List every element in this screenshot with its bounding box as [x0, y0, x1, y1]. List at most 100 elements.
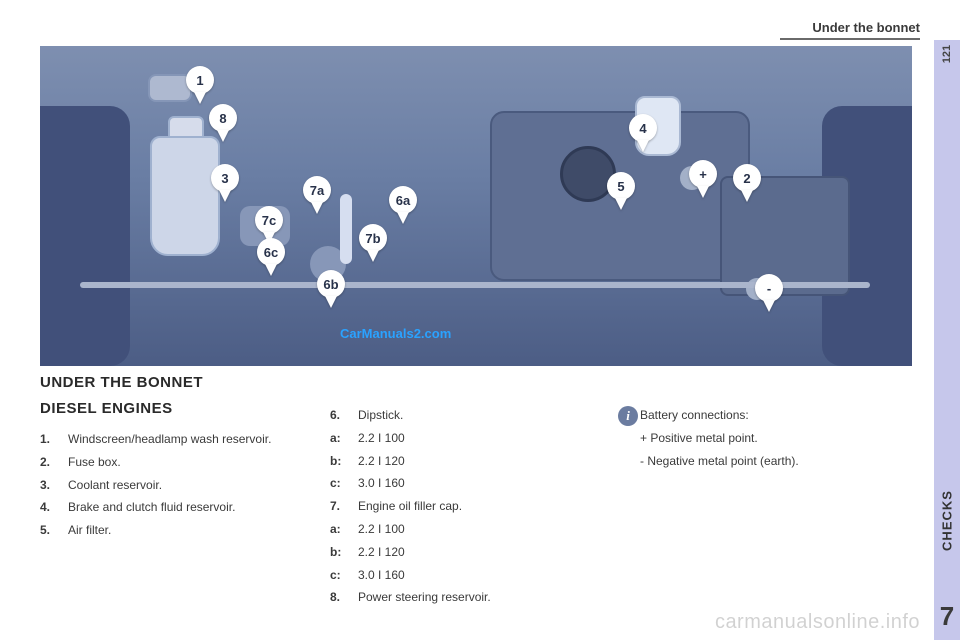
callout-pin-1: 1: [185, 66, 215, 106]
callout-pin-label: 6c: [257, 238, 285, 266]
legend-column-middle: 6.Dipstick.a:2.2 I 100b:2.2 I 120c:3.0 I…: [330, 404, 580, 609]
callout-pin-label: 6b: [317, 270, 345, 298]
legend-key: b:: [330, 541, 358, 564]
callout-pin-label: 3: [211, 164, 239, 192]
callout-pin-label: 7c: [255, 206, 283, 234]
manual-page: Under the bonnet 1 8 3 7a 7c 6a7b 6c 6b 4 5 +2 - Ca…: [40, 0, 920, 640]
legend-value: 3.0 I 160: [358, 564, 405, 587]
legend-value: 2.2 I 100: [358, 427, 405, 450]
legend-key: 6.: [330, 404, 358, 427]
legend-row: 5.Air filter.: [40, 519, 320, 542]
legend-key: c:: [330, 564, 358, 587]
callout-pin-label: 8: [209, 104, 237, 132]
legend-row: 8.Power steering reservoir.: [330, 586, 580, 609]
legend-key: a:: [330, 518, 358, 541]
info-icon: i: [618, 406, 638, 426]
legend-value: 2.2 I 120: [358, 541, 405, 564]
legend-value: Fuse box.: [68, 451, 121, 474]
legend-value: Coolant reservoir.: [68, 474, 162, 497]
callout-pin-7b: 7b: [358, 224, 388, 264]
legend-row: 3.Coolant reservoir.: [40, 474, 320, 497]
legend-value: Power steering reservoir.: [358, 586, 491, 609]
callout-pin-6a: 6a: [388, 186, 418, 226]
callout-pin-label: 5: [607, 172, 635, 200]
legend-row: c:3.0 I 160: [330, 472, 580, 495]
legend-row: a:2.2 I 100: [330, 518, 580, 541]
legend-row: 6.Dipstick.: [330, 404, 580, 427]
legend-value: Air filter.: [68, 519, 111, 542]
callout-pin-label: +: [689, 160, 717, 188]
legend-key: 2.: [40, 451, 68, 474]
callout-pin-3: 3: [210, 164, 240, 204]
callout-pin-tip: [367, 250, 379, 262]
callout-pin-7a: 7a: [302, 176, 332, 216]
page-title: UNDER THE BONNET: [40, 374, 203, 391]
page-number: 121: [941, 41, 953, 67]
legend-key: 1.: [40, 428, 68, 451]
legend-row: 7.Engine oil filler cap.: [330, 495, 580, 518]
legend-value: Dipstick.: [358, 404, 403, 427]
callout-pin-5: 5: [606, 172, 636, 212]
callout-pin-label: 2: [733, 164, 761, 192]
callout-pin-6c: 6c: [256, 238, 286, 278]
callout-pin-label: 6a: [389, 186, 417, 214]
legend-value: 3.0 I 160: [358, 472, 405, 495]
section-header: Under the bonnet: [812, 20, 920, 35]
callout-pin-tip: [697, 186, 709, 198]
legend-key: a:: [330, 427, 358, 450]
callout-pin-tip: [219, 190, 231, 202]
legend-value: Engine oil filler cap.: [358, 495, 462, 518]
callout-pin-+: +: [688, 160, 718, 200]
callout-pin-label: 4: [629, 114, 657, 142]
callout-pin-label: 7b: [359, 224, 387, 252]
callout-pin-tip: [217, 130, 229, 142]
callout-pin-label: 1: [186, 66, 214, 94]
legend-row: 1.Windscreen/headlamp wash reservoir.: [40, 428, 320, 451]
legend-key: 7.: [330, 495, 358, 518]
side-tab: 121 CHECKS 7: [934, 40, 960, 640]
page-subtitle: DIESEL ENGINES: [40, 400, 173, 417]
footer-watermark: carmanualsonline.info: [715, 611, 920, 634]
callout-pin-tip: [265, 264, 277, 276]
legend-value: 2.2 I 100: [358, 518, 405, 541]
callout-pin-6b: 6b: [316, 270, 346, 310]
legend-column-left: 1.Windscreen/headlamp wash reservoir.2.F…: [40, 428, 320, 542]
callout-pin--: -: [754, 274, 784, 314]
legend-key: 3.: [40, 474, 68, 497]
legend-row: b:2.2 I 120: [330, 541, 580, 564]
crossbar-shape: [80, 282, 870, 288]
legend-key: c:: [330, 472, 358, 495]
image-watermark: CarManuals2.com: [340, 326, 451, 341]
legend-row: b:2.2 I 120: [330, 450, 580, 473]
legend-row: a:2.2 I 100: [330, 427, 580, 450]
legend-value: 2.2 I 120: [358, 450, 405, 473]
chapter-number: 7: [934, 601, 960, 632]
legend-key: 4.: [40, 496, 68, 519]
legend-row: 4.Brake and clutch fluid reservoir.: [40, 496, 320, 519]
info-column-right: Battery connections:+ Positive metal poi…: [640, 404, 900, 472]
callout-pin-tip: [311, 202, 323, 214]
callout-pin-label: -: [755, 274, 783, 302]
info-line: - Negative metal point (earth).: [640, 450, 900, 473]
legend-row: c:3.0 I 160: [330, 564, 580, 587]
callout-pin-label: 7a: [303, 176, 331, 204]
info-line: + Positive metal point.: [640, 427, 900, 450]
callout-pin-tip: [637, 140, 649, 152]
engine-bay-illustration: 1 8 3 7a 7c 6a7b 6c 6b 4 5 +2 - CarManuals2.com: [40, 46, 912, 366]
legend-value: Windscreen/headlamp wash reservoir.: [68, 428, 271, 451]
headlamp-left-shape: [40, 106, 130, 366]
dipstick-shape: [340, 194, 352, 264]
legend-key: 8.: [330, 586, 358, 609]
legend-key: 5.: [40, 519, 68, 542]
legend-key: b:: [330, 450, 358, 473]
section-header-rule: [780, 38, 920, 40]
info-line: Battery connections:: [640, 404, 900, 427]
callout-pin-8: 8: [208, 104, 238, 144]
callout-pin-2: 2: [732, 164, 762, 204]
legend-row: 2.Fuse box.: [40, 451, 320, 474]
legend-value: Brake and clutch fluid reservoir.: [68, 496, 235, 519]
callout-pin-tip: [615, 198, 627, 210]
callout-pin-4: 4: [628, 114, 658, 154]
callout-pin-tip: [325, 296, 337, 308]
section-name-vertical: CHECKS: [940, 490, 955, 551]
